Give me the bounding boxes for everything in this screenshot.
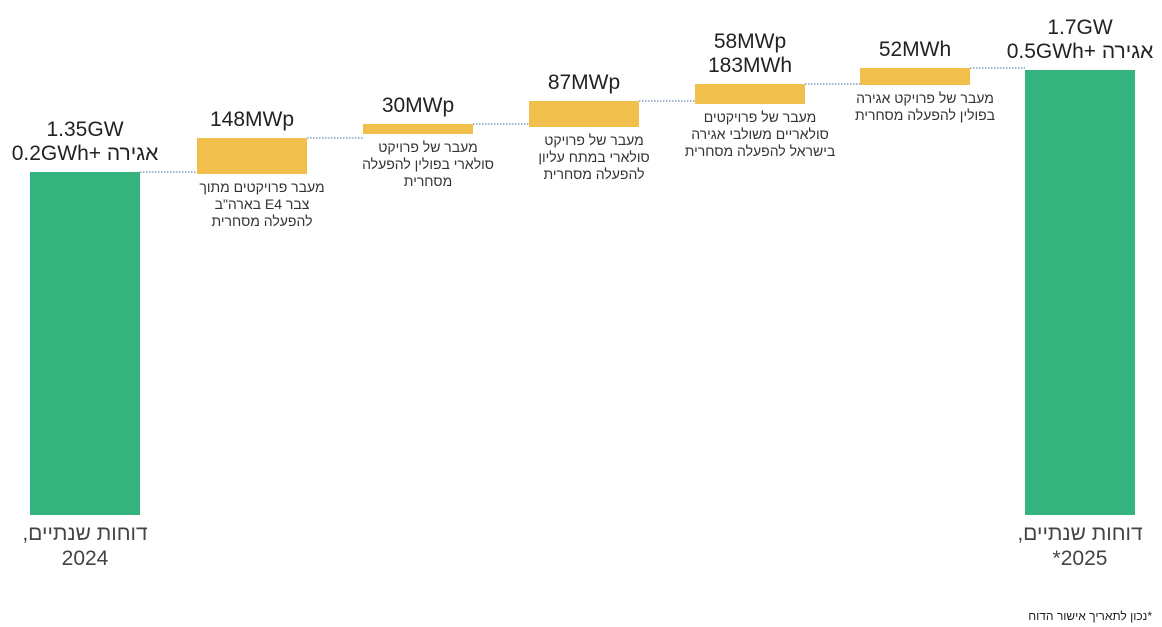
increase-bar	[197, 138, 307, 174]
value-label: אגירה +0.5GWh	[1006, 40, 1154, 63]
step-caption: מעבר של פרויקט סולארי בפולין להפעלה מסחר…	[362, 139, 494, 189]
bars-group	[30, 68, 1135, 515]
step-caption: מעבר של פרויקט סולארי במתח עליון להפעלה …	[538, 132, 650, 182]
value-label: 183MWh	[707, 54, 793, 77]
value-label: 52MWh	[878, 38, 952, 61]
step-caption: מעבר של פרויקט אגירה בפולין להפעלה מסחרי…	[854, 90, 996, 123]
value-label: אגירה +0.2GWh	[11, 142, 159, 165]
step-caption: מעבר של פרויקטים סולאריים משולבי אגירה ב…	[684, 109, 836, 159]
footnote: *נכון לתאריך אישור הדוח	[1028, 609, 1152, 623]
connector-lines	[140, 67, 1025, 173]
value-label: 1.7GW	[1047, 16, 1113, 39]
increase-bar	[363, 124, 473, 134]
step-caption: מעבר פרויקטים מתוך צבר E4 בארה"ב להפעלה …	[199, 179, 325, 229]
value-label: 87MWp	[547, 71, 621, 94]
value-label: 30MWp	[381, 94, 455, 117]
total-bar	[30, 172, 140, 515]
value-label: 148MWp	[209, 108, 295, 131]
increase-bar	[529, 101, 639, 127]
increase-bar	[695, 84, 805, 104]
value-label: 1.35GW	[46, 118, 124, 141]
axis-category-label: דוחות שנתיים, 2025*	[1017, 522, 1143, 571]
total-bar	[1025, 70, 1135, 515]
axis-category-label: דוחות שנתיים, 2024	[22, 522, 148, 571]
increase-bar	[860, 68, 970, 85]
value-label: 58MWp	[713, 30, 787, 53]
